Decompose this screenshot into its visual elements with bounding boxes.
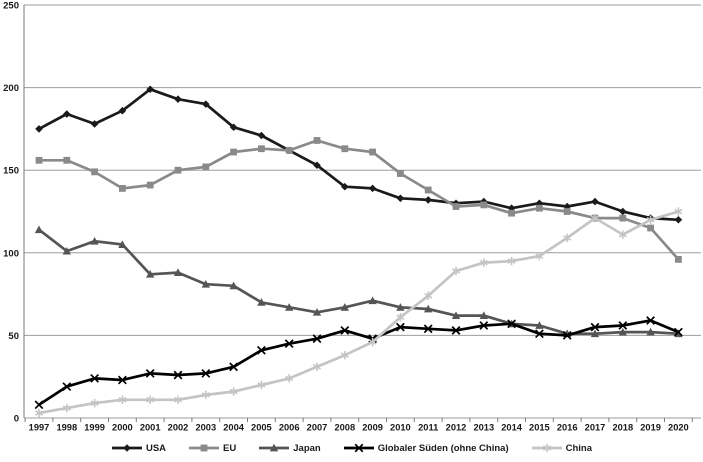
x-axis-label: 2019 [640,423,661,433]
series-eu [35,137,682,263]
x-axis-label: 2004 [223,423,245,433]
x-axis-label: 2000 [112,423,133,433]
y-axis-label: 150 [3,166,19,177]
x-axis-label: 2002 [168,423,189,433]
y-axis-label: 100 [3,248,19,259]
series-china [34,207,683,418]
y-axis-label: 0 [14,414,19,425]
legend-item-japan: Japan [258,442,321,454]
series-usa [35,85,683,224]
series-line [38,228,679,336]
x-axis-label: 2003 [195,423,216,433]
x-axis-label: 2007 [307,423,328,433]
legend-label: China [565,442,593,454]
legend-label: Globaler Süden (ohne China) [377,442,509,454]
legend-label: EU [223,442,237,454]
x-axis-label: 2020 [668,423,689,433]
x-axis-label: 2016 [557,423,578,433]
x-axis-label: 2006 [279,423,300,433]
legend-item-usa: USA [111,442,166,454]
diamond-marker-icon [111,444,142,452]
x-axis-label: 2012 [446,423,467,433]
y-axis-label: 50 [8,331,19,342]
x-axis-label: 2011 [418,423,438,433]
x-axis-label: 2013 [473,423,494,433]
x-axis-label: 1999 [84,423,105,433]
x-axis-label: 1998 [56,423,77,433]
series-line [38,87,679,222]
series-line [38,319,679,406]
x-axis-label: 2018 [612,423,633,433]
x-axis-label: 2009 [362,423,383,433]
chart-legend: USA EU Japan Globaler Süden (ohne China) Chi… [0,439,703,457]
series-globaler-s-den-ohne-china- [34,316,683,410]
legend-item-eu: EU [188,442,236,454]
series-japan [34,225,683,338]
legend-label: USA [145,442,167,454]
x-axis-label: 2017 [585,423,606,433]
triangle-marker-icon [259,443,290,452]
series-line [39,139,680,261]
x-axis-label: 2005 [251,423,272,433]
x-marker-icon [343,443,374,453]
series-line [38,210,679,415]
asterisk-marker-icon [531,443,562,453]
y-axis-label: 200 [3,83,19,94]
legend-item-china: China [531,442,592,454]
x-axis-label: 2014 [501,423,523,433]
x-axis-label: 2010 [390,423,411,433]
x-axis-label: 2008 [334,423,355,433]
x-axis-label: 1997 [29,423,50,433]
legend-label: Japan [293,442,321,454]
x-axis-label: 2001 [140,423,161,433]
square-marker-icon [189,444,220,452]
x-axis-label: 2015 [529,423,550,433]
y-axis-label: 250 [3,1,19,12]
legend-item-globaler-s-den-ohne-china-: Globaler Süden (ohne China) [343,442,509,454]
